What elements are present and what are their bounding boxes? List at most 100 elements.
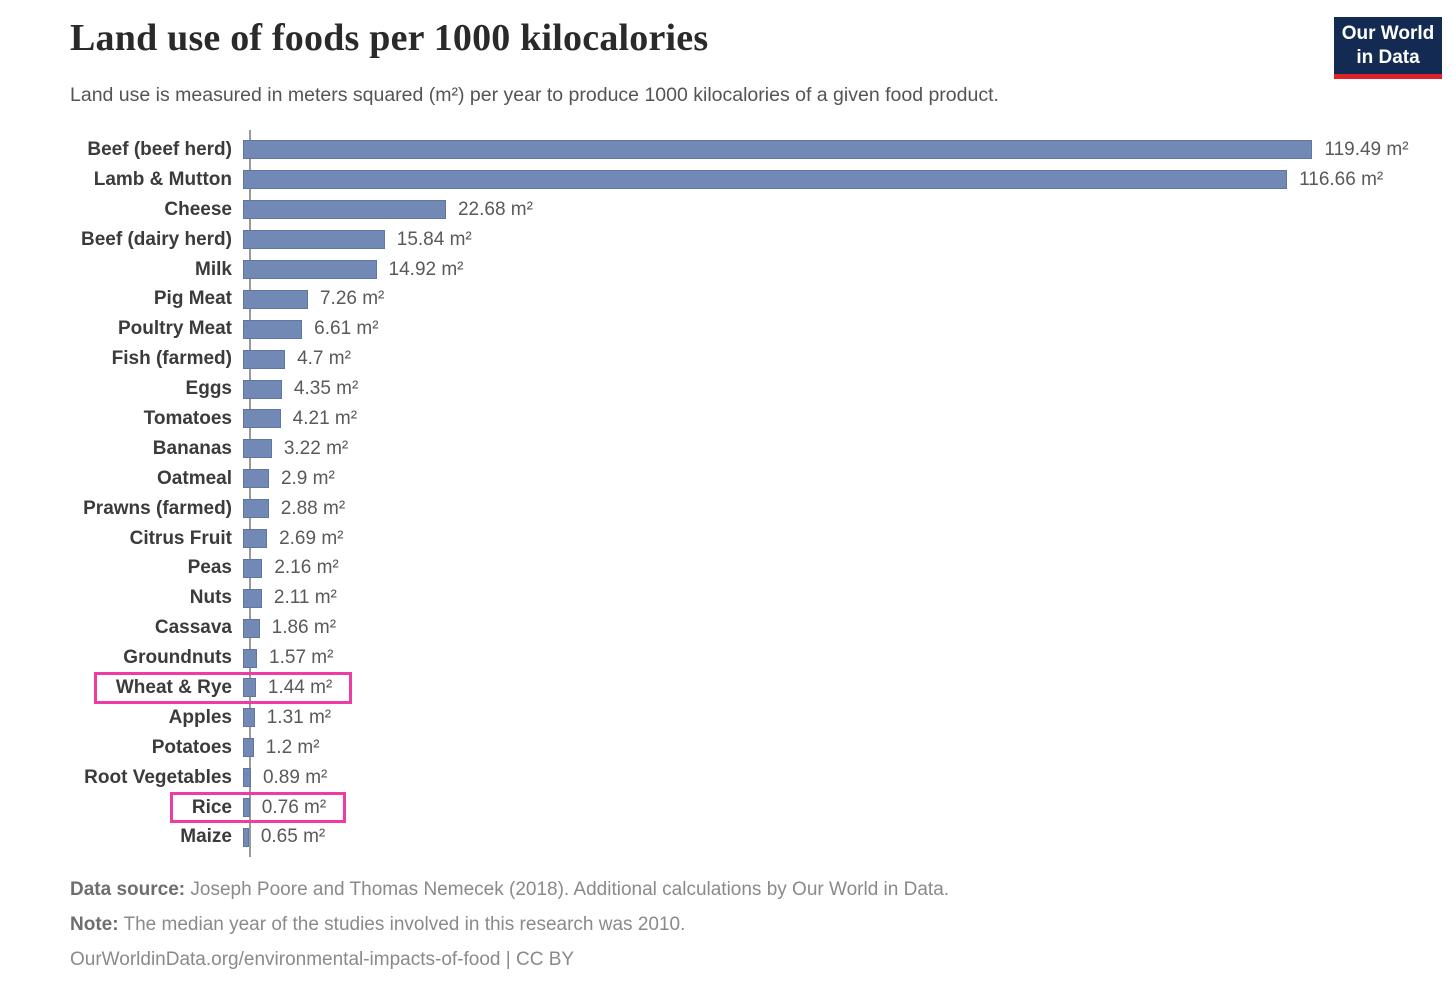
- bar-area: 2.16 m²: [241, 553, 1446, 583]
- chart-row: Pig Meat 7.26 m²: [70, 284, 1446, 314]
- chart-row: Potatoes 1.2 m²: [70, 733, 1446, 763]
- category-label: Nuts: [70, 587, 241, 609]
- bar-area: 7.26 m²: [241, 284, 1446, 314]
- category-label: Rice: [70, 797, 241, 819]
- chart-row: Milk 14.92 m²: [70, 255, 1446, 285]
- chart-row: Lamb & Mutton 116.66 m²: [70, 165, 1446, 195]
- value-label: 6.61 m²: [314, 318, 379, 340]
- chart-row: Peas 2.16 m²: [70, 553, 1446, 583]
- category-label: Wheat & Rye: [70, 677, 241, 699]
- chart-row: Eggs 4.35 m²: [70, 374, 1446, 404]
- category-label-text: Prawns (farmed): [83, 497, 232, 519]
- value-label: 7.26 m²: [319, 288, 385, 310]
- category-label: Bananas: [70, 438, 241, 460]
- bar: [243, 260, 377, 279]
- bar-area: 4.35 m²: [241, 374, 1446, 404]
- category-label-text: Oatmeal: [157, 467, 232, 489]
- bar: [243, 439, 272, 459]
- bar: [243, 469, 269, 489]
- value-label: 4.21 m²: [292, 407, 358, 429]
- category-label-text: Poultry Meat: [117, 318, 232, 340]
- bar: [243, 678, 256, 698]
- chart-row: Citrus Fruit 2.69 m²: [70, 524, 1446, 554]
- owid-logo-line2: in Data: [1356, 46, 1420, 68]
- bar: [243, 798, 250, 818]
- chart-row: Oatmeal 2.9 m²: [70, 464, 1446, 494]
- chart-row: Nuts 2.11 m²: [70, 583, 1446, 613]
- bar-area: 22.68 m²: [241, 195, 1446, 225]
- bar-area: 0.89 m²: [241, 763, 1446, 793]
- bar: [243, 140, 1313, 160]
- category-label-text: Potatoes: [151, 736, 232, 758]
- data-source-line: Data source: Joseph Poore and Thomas Nem…: [70, 879, 949, 901]
- bar-area: 119.49 m²: [241, 135, 1446, 165]
- category-label-text: Peas: [187, 557, 232, 579]
- bar-area: 14.92 m²: [241, 255, 1446, 285]
- value-label: 0.65 m²: [260, 826, 326, 848]
- source-url: OurWorldinData.org/environmental-impacts…: [70, 949, 575, 970]
- value-label: 0.76 m²: [261, 796, 327, 818]
- bar: [243, 738, 254, 758]
- data-source-text: Joseph Poore and Thomas Nemecek (2018). …: [185, 879, 950, 900]
- category-label-text: Bananas: [152, 437, 232, 459]
- bar-area: 1.57 m²: [241, 643, 1446, 673]
- value-label: 15.84 m²: [396, 228, 472, 250]
- category-label-text: Groundnuts: [123, 647, 232, 669]
- bar-area: 1.86 m²: [241, 613, 1446, 643]
- value-label: 22.68 m²: [457, 198, 533, 220]
- value-label: 1.31 m²: [266, 706, 332, 728]
- value-label: 0.89 m²: [262, 766, 328, 788]
- value-label: 3.22 m²: [283, 437, 349, 459]
- category-label: Groundnuts: [70, 647, 241, 669]
- bar: [243, 230, 385, 250]
- category-label-text: Cassava: [154, 617, 232, 639]
- chart-row: Fish (farmed) 4.7 m²: [70, 344, 1446, 374]
- bar-area: 15.84 m²: [241, 225, 1446, 255]
- bar-area: 2.88 m²: [241, 494, 1446, 524]
- note-text: The median year of the studies involved …: [118, 914, 686, 935]
- chart-subtitle: Land use is measured in meters squared (…: [70, 84, 999, 106]
- value-label: 2.9 m²: [280, 467, 335, 489]
- y-axis-line: [249, 130, 251, 857]
- owid-logo: Our World in Data: [1334, 17, 1442, 79]
- bar-area: 4.21 m²: [241, 404, 1446, 434]
- bar: [243, 349, 286, 369]
- data-source-label: Data source:: [70, 879, 186, 900]
- chart-row: Beef (dairy herd) 15.84 m²: [70, 225, 1446, 255]
- category-label: Pig Meat: [70, 288, 241, 310]
- category-label-text: Cheese: [164, 198, 232, 220]
- bar: [243, 708, 255, 728]
- chart-row: Rice 0.76 m²: [70, 793, 1446, 823]
- bar-area: 1.2 m²: [241, 733, 1446, 763]
- category-label: Cheese: [70, 199, 241, 221]
- category-label: Root Vegetables: [70, 767, 241, 789]
- bar-area: 2.9 m²: [241, 464, 1446, 494]
- category-label-text: Tomatoes: [143, 407, 232, 429]
- category-label: Beef (dairy herd): [70, 229, 241, 251]
- category-label: Citrus Fruit: [70, 528, 241, 550]
- value-label: 4.35 m²: [293, 378, 359, 400]
- category-label: Tomatoes: [70, 408, 241, 430]
- category-label-text: Beef (beef herd): [87, 138, 232, 160]
- bar: [243, 648, 258, 668]
- value-label: 2.88 m²: [280, 497, 346, 519]
- category-label: Potatoes: [70, 737, 241, 759]
- category-label-text: Root Vegetables: [84, 766, 232, 788]
- category-label-text: Lamb & Mutton: [93, 168, 232, 190]
- category-label-text: Nuts: [189, 587, 232, 609]
- bar-area: 0.65 m²: [241, 822, 1446, 852]
- note-label: Note:: [70, 914, 119, 935]
- value-label: 14.92 m²: [388, 258, 464, 280]
- bar-chart: Beef (beef herd) 119.49 m² Lamb & Mutton 11…: [70, 130, 1446, 857]
- category-label-text: Wheat & Rye: [115, 676, 232, 698]
- value-label: 1.57 m²: [269, 647, 334, 669]
- bar-area: 0.76 m²: [241, 793, 1446, 823]
- value-label: 4.7 m²: [297, 348, 351, 370]
- category-label: Milk: [70, 259, 241, 281]
- bar: [243, 319, 303, 339]
- category-label-text: Maize: [180, 826, 232, 848]
- category-label: Oatmeal: [70, 468, 241, 490]
- bar-area: 116.66 m²: [241, 165, 1446, 195]
- bar: [243, 200, 446, 220]
- chart-row: Cheese 22.68 m²: [70, 195, 1446, 225]
